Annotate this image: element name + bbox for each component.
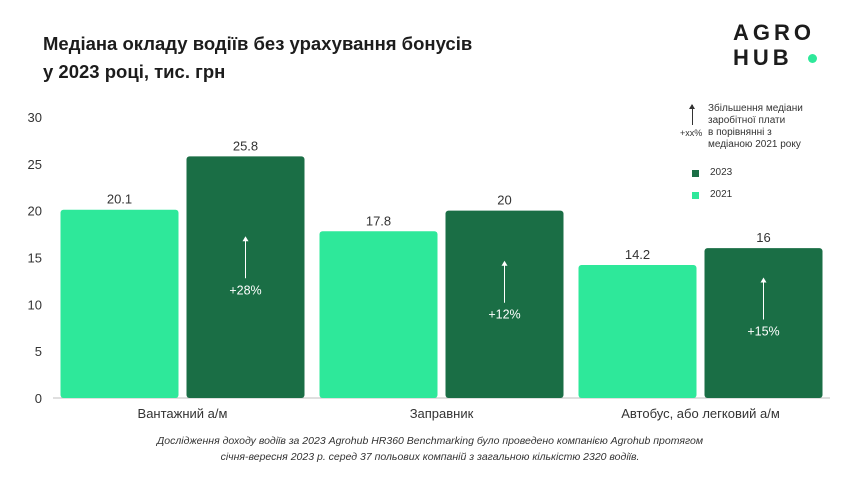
category-label: Вантажний а/м: [138, 406, 228, 421]
y-tick-label: 20: [28, 204, 42, 219]
chart-title: Медіана окладу водіїв без урахування бон…: [43, 30, 603, 86]
category-label: Автобус, або легковий а/м: [621, 406, 780, 421]
legend-growth-text-line: в порівнянні з: [708, 127, 772, 138]
growth-arrow-head: [501, 260, 508, 266]
legend-growth-note: +xx% Збільшення медіани заробітної плати…: [670, 103, 850, 165]
legend-growth-text-line: Збільшення медіани: [708, 103, 803, 114]
legend-growth-text: Збільшення медіани заробітної плати в по…: [708, 103, 848, 151]
category-label: Заправник: [410, 406, 474, 421]
bar-2021: [578, 264, 697, 398]
bar-2021: [60, 209, 179, 398]
legend-item-2023: 2023: [670, 165, 850, 187]
bar-2023: [445, 210, 564, 398]
logo-text-line-2: HUB: [733, 45, 793, 70]
legend-growth-text-line: заробітної плати: [708, 115, 786, 126]
footnote: Дослідження доходу водіїв за 2023 Agrohu…: [40, 433, 820, 465]
data-label-2023: 16: [756, 230, 770, 245]
data-label-2021: 14.2: [625, 247, 650, 262]
footnote-line-1: Дослідження доходу водіїв за 2023 Agrohu…: [156, 435, 704, 447]
agrohub-logo: AGRO HUB: [733, 20, 833, 70]
data-label-2021: 17.8: [366, 213, 391, 228]
growth-label: +12%: [488, 308, 520, 322]
legend-label-2023: 2023: [710, 167, 733, 178]
growth-arrow-head: [760, 277, 767, 283]
footnote-line-2: січня-вересня 2023 р. серед 37 польових …: [220, 451, 640, 463]
legend-label-2021: 2021: [710, 189, 733, 200]
legend-growth-symbol: +xx%: [680, 128, 703, 138]
y-tick-label: 10: [28, 297, 42, 312]
growth-label: +15%: [747, 325, 779, 339]
legend-swatch-2021: [692, 192, 699, 199]
legend: +xx% Збільшення медіани заробітної плати…: [670, 103, 850, 209]
legend-growth-text-line: медіаною 2021 року: [708, 139, 801, 150]
legend-swatch-2023: [692, 170, 699, 177]
y-tick-label: 25: [28, 157, 42, 172]
y-tick-label: 5: [35, 344, 42, 359]
logo-text-line-1: AGRO: [733, 20, 815, 45]
chart-title-line-1: Медіана окладу водіїв без урахування бон…: [43, 33, 473, 54]
legend-item-2021: 2021: [670, 187, 850, 209]
up-arrow-icon: [689, 104, 695, 125]
growth-arrow-head: [242, 236, 249, 242]
data-label-2021: 20.1: [107, 192, 132, 207]
y-tick-label: 0: [35, 391, 42, 406]
y-tick-label: 15: [28, 251, 42, 266]
bar-2023: [704, 248, 823, 398]
data-label-2023: 25.8: [233, 138, 258, 153]
data-label-2023: 20: [497, 193, 511, 208]
chart-title-line-2: у 2023 році, тис. грн: [43, 61, 226, 82]
bar-2021: [319, 231, 438, 398]
logo-dot: [808, 54, 817, 63]
y-tick-label: 30: [28, 110, 42, 125]
growth-label: +28%: [229, 283, 261, 297]
